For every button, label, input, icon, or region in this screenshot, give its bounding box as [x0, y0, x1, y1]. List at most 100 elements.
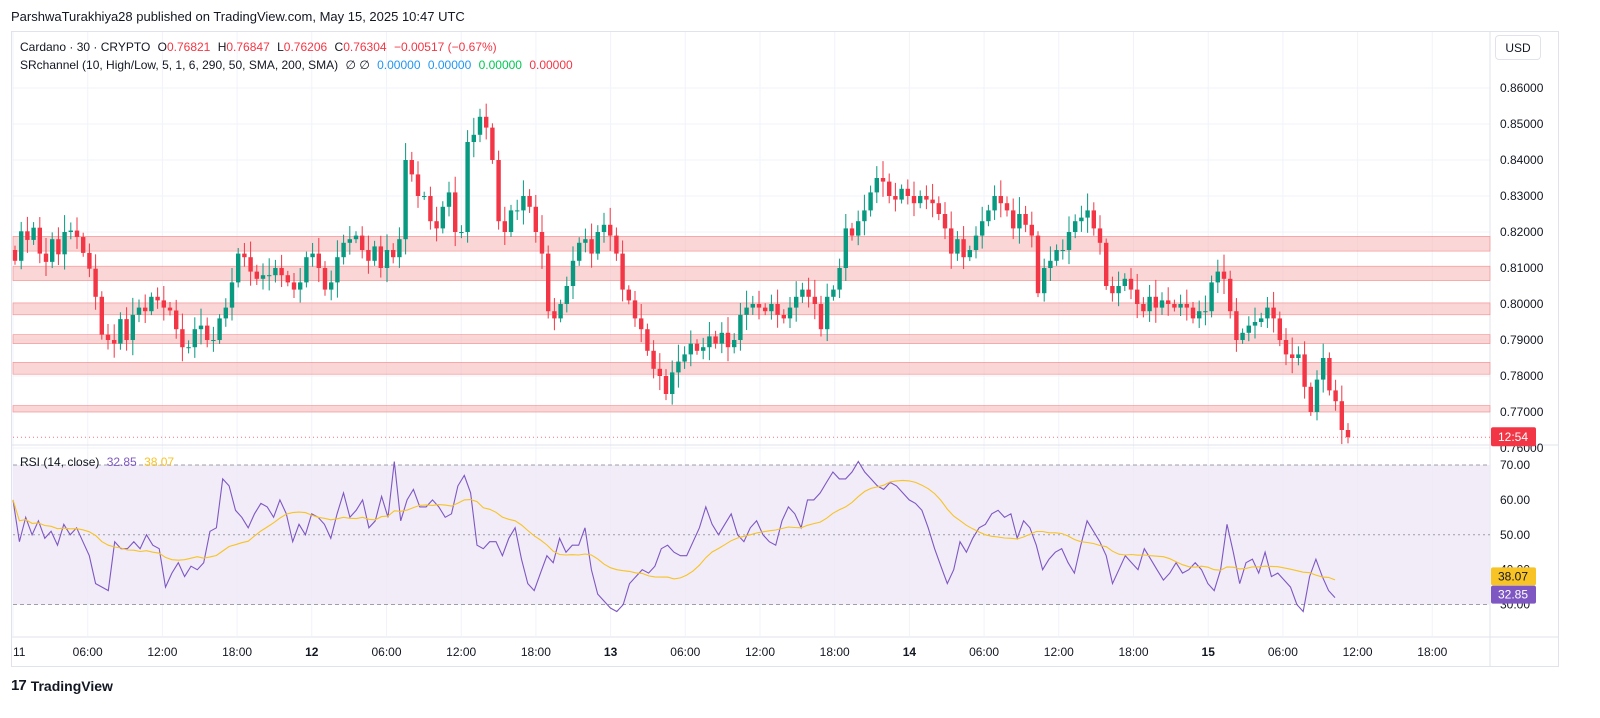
time-tick-label: 06:00	[73, 645, 103, 659]
candle-up	[384, 250, 390, 268]
candle-down	[496, 160, 501, 222]
candle-down	[360, 235, 365, 250]
candle-up	[1197, 311, 1202, 319]
candle-down	[1339, 401, 1344, 430]
candle-down	[614, 235, 619, 254]
candle-up	[769, 304, 774, 312]
candle-up	[1252, 322, 1258, 326]
candle-up	[329, 282, 334, 290]
candle-up	[130, 314, 135, 340]
candle-up	[1017, 214, 1022, 229]
candle-up	[992, 196, 997, 211]
candle-down	[205, 325, 210, 340]
time-tick-label: 14	[903, 645, 917, 659]
candle-up	[459, 232, 464, 233]
candle-down	[490, 127, 495, 160]
indicator-legend[interactable]: SRchannel (10, High/Low, 5, 1, 6, 290, 5…	[20, 58, 577, 72]
candle-up	[422, 196, 427, 197]
indicator-label[interactable]: SRchannel (10, High/Low, 5, 1, 6, 290, 5…	[20, 58, 339, 72]
candle-down	[174, 310, 179, 330]
candle-up	[1085, 210, 1090, 218]
candle-up	[1066, 232, 1072, 250]
rsi-ma-line	[12, 479, 1336, 581]
candle-up	[601, 224, 607, 232]
candle-up	[738, 314, 743, 340]
indicator-value-4: 0.00000	[529, 58, 573, 72]
candle-down	[167, 307, 173, 311]
candle-up	[744, 307, 749, 315]
candle-up	[595, 232, 600, 254]
rsi-label[interactable]: RSI (14, close)	[20, 455, 100, 469]
candle-down	[242, 253, 247, 258]
candle-up	[397, 239, 402, 258]
low-value: 0.76206	[283, 40, 328, 54]
candle-down	[93, 268, 98, 297]
candle-down	[1234, 311, 1239, 340]
candle-down	[428, 196, 433, 222]
time-tick-label: 12:00	[1343, 645, 1373, 659]
low-label: L	[277, 40, 284, 54]
candle-up	[298, 282, 303, 290]
time-tick-label: 12:00	[745, 645, 775, 659]
rsi-legend[interactable]: RSI (14, close) 32.85 38.07	[20, 455, 178, 469]
candle-up	[967, 250, 972, 258]
candle-down	[1221, 271, 1227, 279]
candle-up	[372, 246, 377, 261]
candle-up	[50, 239, 55, 262]
candle-down	[99, 296, 104, 335]
candle-up	[918, 196, 923, 204]
candle-down	[112, 340, 117, 344]
candle-up	[465, 142, 470, 232]
candle-down	[546, 253, 551, 312]
candle-down	[248, 257, 253, 272]
price-tick-label: 0.82000	[1500, 225, 1544, 239]
candle-up	[564, 286, 569, 304]
currency-button[interactable]: USD	[1495, 35, 1541, 60]
candle-up	[341, 242, 346, 258]
candle-up	[1321, 358, 1326, 380]
candle-down	[484, 116, 489, 128]
sr-zone	[12, 362, 1491, 375]
time-tick-label: 12:00	[1044, 645, 1074, 659]
candle-up	[1042, 268, 1047, 294]
candle-up	[676, 361, 681, 373]
price-tick-label: 0.81000	[1500, 261, 1544, 275]
candle-up	[1159, 300, 1165, 308]
candle-up	[583, 239, 588, 243]
time-axis: 11 06:00 12:00 18:00 12 06:00 12:00 18:00 13 06:0…	[13, 645, 1448, 659]
candle-down	[1153, 296, 1158, 308]
candle-down	[812, 296, 817, 304]
candle-up	[986, 210, 991, 222]
candle-down	[1110, 286, 1115, 294]
candle-up	[1122, 278, 1127, 286]
close-label: C	[334, 40, 344, 54]
candle-down	[453, 192, 458, 232]
candle-down	[725, 332, 731, 348]
last-price-tag-text: 12:54	[1498, 430, 1528, 444]
candle-down	[105, 334, 111, 340]
price-tick-label: 0.80000	[1500, 297, 1544, 311]
candle-up	[186, 347, 191, 349]
chart-panel[interactable]	[11, 31, 1559, 667]
time-tick-label: 12:00	[147, 645, 177, 659]
price-tags: 12:54 38.07 32.85	[1491, 427, 1536, 604]
symbol-name[interactable]: Cardano · 30 · CRYPTO	[20, 40, 151, 54]
time-tick-label: 18:00	[222, 645, 252, 659]
candle-down	[180, 329, 185, 348]
candle-down	[775, 304, 780, 315]
candle-down	[143, 307, 148, 312]
candle-down	[322, 268, 328, 290]
candle-down	[56, 239, 61, 255]
sr-zone	[12, 236, 1491, 252]
rsi-tick-label: 70.00	[1500, 458, 1530, 472]
candle-down	[1091, 210, 1096, 229]
close-value: 0.76304	[343, 40, 387, 54]
candle-down	[161, 300, 166, 308]
candle-down	[1004, 203, 1010, 211]
tradingview-logo[interactable]: 17 TradingView	[11, 677, 113, 694]
symbol-legend[interactable]: Cardano · 30 · CRYPTO O0.76821 H0.76847 …	[20, 40, 501, 54]
candle-up	[217, 318, 222, 340]
time-tick-label: 18:00	[1118, 645, 1148, 659]
candle-up	[267, 275, 272, 277]
